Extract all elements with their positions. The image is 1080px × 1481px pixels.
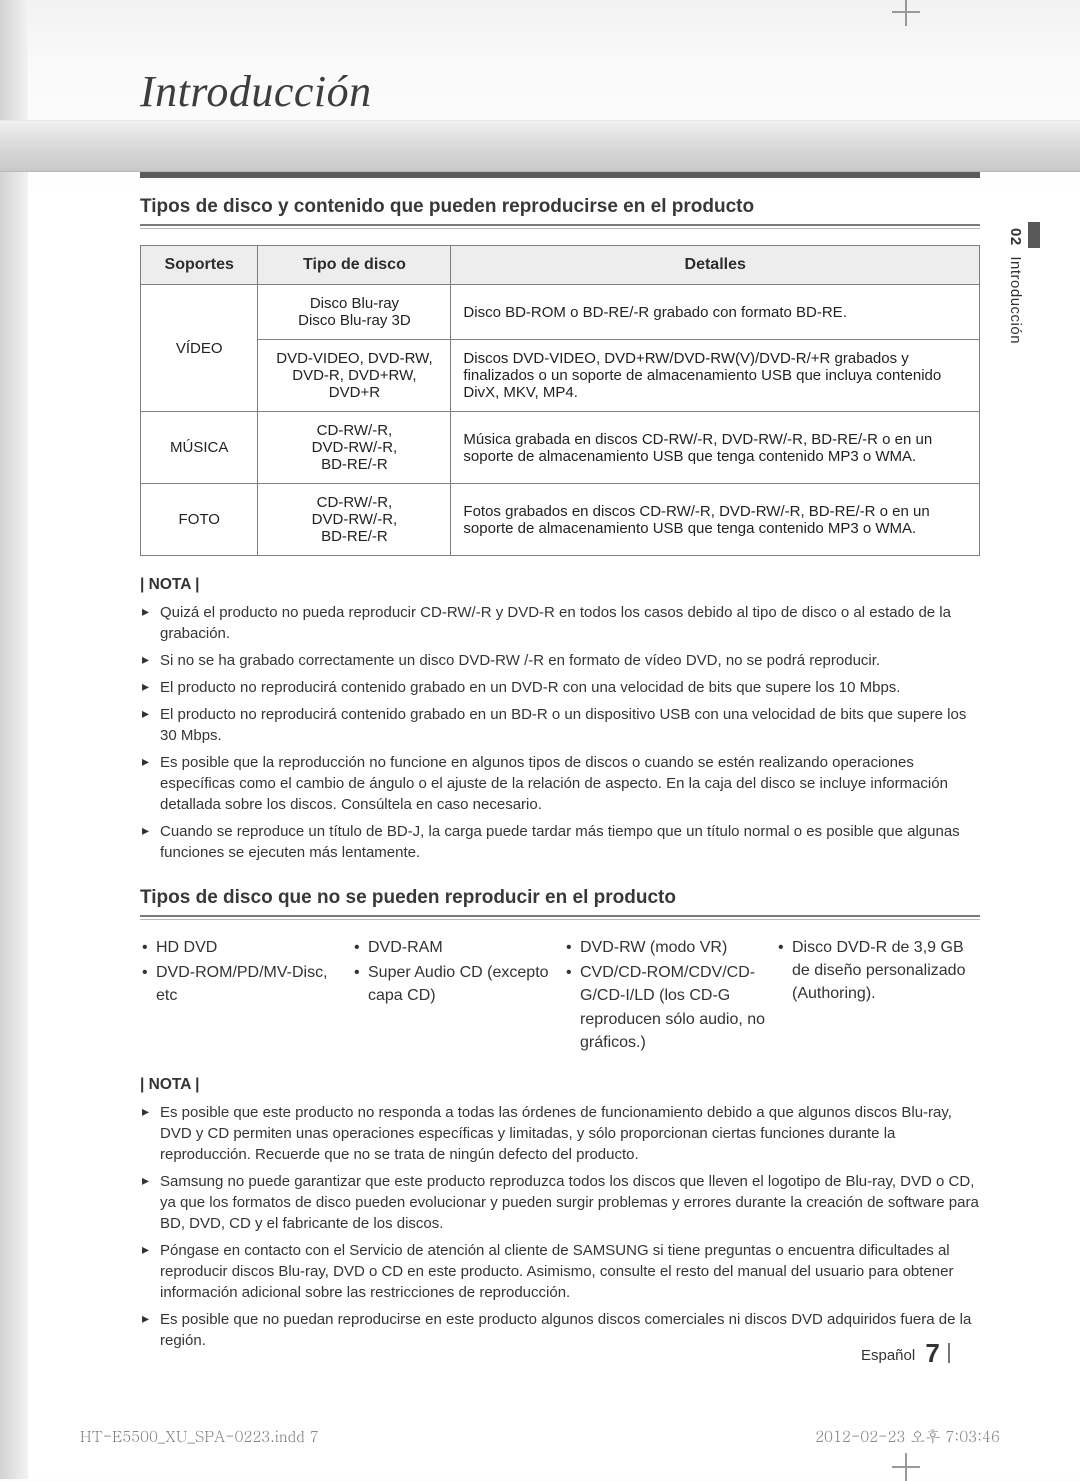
cell-detail: Música grabada en discos CD-RW/-R, DVD-R… [451,412,980,484]
note-item: Es posible que no puedan reproducirse en… [140,1309,980,1351]
th-media: Soportes [141,246,258,285]
note-label-1: | NOTA | [140,576,980,594]
note-item: Es posible que la reproducción no funcio… [140,752,980,815]
note-item: Póngase en contacto con el Servicio de a… [140,1240,980,1303]
table-row: DVD-VIDEO, DVD-RW,DVD-R, DVD+RW,DVD+RDis… [141,340,980,412]
note-item: El producto no reproducirá contenido gra… [140,677,980,698]
footer-lang: Español [861,1347,915,1364]
unsupported-col: Disco DVD-R de 3,9 GB de diseño personal… [776,936,980,1056]
note-item: Cuando se reproduce un título de BD-J, l… [140,821,980,863]
page-footer: Español 7 [861,1338,950,1369]
unsupported-col: DVD-RW (modo VR)CVD/CD-ROM/CDV/CD-G/CD-I… [564,936,768,1056]
table-row: FOTOCD-RW/-R,DVD-RW/-R,BD-RE/-RFotos gra… [141,484,980,556]
print-file: HT-E5500_XU_SPA-0223.indd 7 [80,1426,319,1447]
cell-detail: Disco BD-ROM o BD-RE/-R grabado con form… [451,285,980,340]
unsupported-item: DVD-RAM [352,936,556,959]
cell-media: FOTO [141,484,258,556]
unsupported-disc-grid: HD DVDDVD-ROM/PD/MV-Disc, etcDVD-RAMSupe… [140,936,980,1056]
notes-list-1: Quizá el producto no pueda reproducir CD… [140,602,980,863]
cell-disc-type: DVD-VIDEO, DVD-RW,DVD-R, DVD+RW,DVD+R [258,340,451,412]
subheading-2: Tipos de disco que no se pueden reproduc… [140,887,980,909]
unsupported-item: HD DVD [140,936,344,959]
note-item: Es posible que este producto no responda… [140,1102,980,1165]
unsupported-item: Disco DVD-R de 3,9 GB de diseño personal… [776,936,980,1006]
unsupported-item: DVD-ROM/PD/MV-Disc, etc [140,961,344,1007]
table-row: VÍDEODisco Blu-rayDisco Blu-ray 3DDisco … [141,285,980,340]
unsupported-col: DVD-RAMSuper Audio CD (excepto capa CD) [352,936,556,1056]
print-timestamp: 2012-02-23 오후 7:03:46 [815,1426,1000,1447]
unsupported-item: Super Audio CD (excepto capa CD) [352,961,556,1007]
th-disc: Tipo de disco [258,246,451,285]
rule-thin [140,919,980,920]
side-tab-num: 02 [1007,228,1024,246]
note-item: El producto no reproducirá contenido gra… [140,704,980,746]
side-tab-label: Introducción [1007,256,1024,344]
page: Introducción 02 Introducción Compatibili… [0,0,1080,1479]
cell-disc-type: Disco Blu-rayDisco Blu-ray 3D [258,285,451,340]
note-label-2: | NOTA | [140,1076,980,1094]
unsupported-col: HD DVDDVD-ROM/PD/MV-Disc, etc [140,936,344,1056]
side-tab-mark [1028,222,1040,248]
unsupported-item: DVD-RW (modo VR) [564,936,768,959]
th-detail: Detalles [451,246,980,285]
disc-compat-table: Soportes Tipo de disco Detalles VÍDEODis… [140,245,980,556]
subheading-1: Tipos de disco y contenido que pueden re… [140,196,980,218]
cell-detail: Discos DVD-VIDEO, DVD+RW/DVD-RW(V)/DVD-R… [451,340,980,412]
print-info-line: HT-E5500_XU_SPA-0223.indd 7 2012-02-23 오… [80,1426,1000,1447]
title-gradient-bar [0,120,1080,172]
note-item: Samsung no puede garantizar que este pro… [140,1171,980,1234]
rule [140,224,980,226]
note-item: Si no se ha grabado correctamente un dis… [140,650,980,671]
table-row: MÚSICACD-RW/-R,DVD-RW/-R,BD-RE/-RMúsica … [141,412,980,484]
page-title: Introducción [140,66,980,117]
rule [140,915,980,917]
note-item: Quizá el producto no pueda reproducir CD… [140,602,980,644]
cell-disc-type: CD-RW/-R,DVD-RW/-R,BD-RE/-R [258,412,451,484]
cell-media: VÍDEO [141,285,258,412]
cell-detail: Fotos grabados en discos CD-RW/-R, DVD-R… [451,484,980,556]
footer-page-number: 7 [925,1338,939,1368]
unsupported-item: CVD/CD-ROM/CDV/CD-G/CD-I/LD (los CD-G re… [564,961,768,1054]
notes-list-2: Es posible que este producto no responda… [140,1102,980,1351]
cell-media: MÚSICA [141,412,258,484]
footer-bar [948,1343,950,1363]
cell-disc-type: CD-RW/-R,DVD-RW/-R,BD-RE/-R [258,484,451,556]
side-tab: 02 Introducción [1007,228,1024,344]
rule-thin [140,228,980,229]
